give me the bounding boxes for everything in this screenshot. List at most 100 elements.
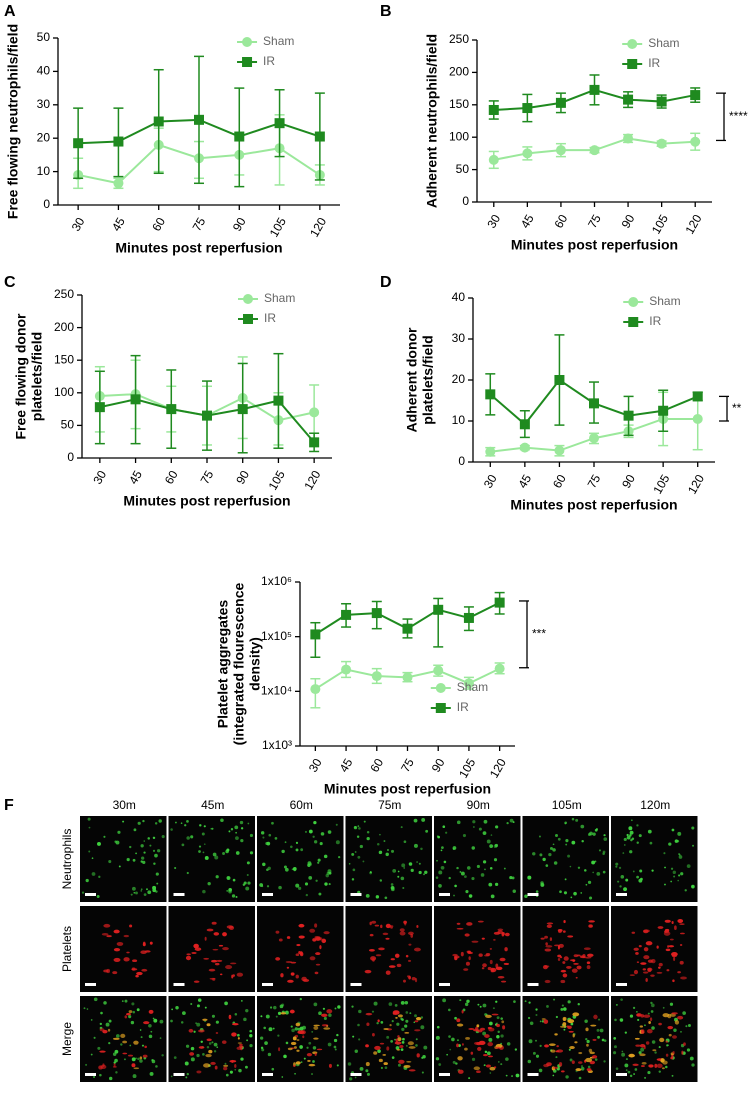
legend-label: IR xyxy=(457,700,469,714)
platelet-dot xyxy=(461,1010,464,1014)
cell-dot xyxy=(557,837,561,841)
cell-dot xyxy=(312,835,315,838)
scale-bar xyxy=(85,893,96,896)
cell-dot xyxy=(418,862,421,865)
marker xyxy=(519,442,530,453)
cell-dot xyxy=(438,870,443,875)
cell-dot xyxy=(225,1073,229,1077)
platelet-dot xyxy=(471,940,479,943)
platelet-dot xyxy=(652,1049,657,1052)
platelet-dot xyxy=(484,954,490,957)
cell-dot xyxy=(629,1074,633,1078)
cell-dot xyxy=(416,861,418,863)
cell-dot xyxy=(654,1051,657,1054)
cell-dot xyxy=(421,1071,424,1074)
cell-dot xyxy=(632,1006,636,1010)
cell-dot xyxy=(193,1030,196,1033)
cell-dot xyxy=(448,876,451,880)
platelet-dot xyxy=(674,1020,680,1025)
cell-dot xyxy=(553,861,558,865)
cell-dot xyxy=(658,1070,661,1073)
cell-dot xyxy=(620,998,623,1001)
cell-dot xyxy=(587,880,592,884)
platelet-dot xyxy=(656,945,659,949)
platelet-dot xyxy=(648,1064,654,1068)
cell-dot xyxy=(365,1069,369,1073)
marker xyxy=(589,433,599,444)
platelet-dot xyxy=(584,956,592,959)
cell-dot xyxy=(235,851,240,855)
platelet-dot xyxy=(149,941,153,945)
y-tick-label: 30 xyxy=(37,97,51,111)
platelet-dot xyxy=(633,969,639,975)
cell-dot xyxy=(532,852,536,856)
platelet-dot xyxy=(206,1023,211,1027)
cell-dot xyxy=(618,866,622,869)
platelet-dot xyxy=(557,945,560,950)
platelet-dot xyxy=(287,1047,293,1051)
platelet-dot xyxy=(368,949,375,952)
platelet-dot xyxy=(487,966,492,971)
cell-dot xyxy=(235,831,237,834)
platelet-dot xyxy=(566,965,572,969)
cell-dot xyxy=(235,836,239,841)
cell-dot xyxy=(454,1016,457,1020)
platelet-dot xyxy=(659,1037,665,1043)
cell-dot xyxy=(311,1073,313,1075)
cell-dot xyxy=(152,836,156,840)
marker xyxy=(153,116,164,127)
y-axis-title: (integrated flourescence xyxy=(231,582,247,745)
platelet-dot xyxy=(293,1046,297,1049)
marker xyxy=(310,684,321,695)
x-tick-label: 75 xyxy=(585,212,604,231)
cell-dot xyxy=(291,868,294,871)
cell-dot xyxy=(214,855,219,860)
cell-dot xyxy=(689,1056,694,1061)
cell-dot xyxy=(464,1002,469,1007)
cell-dot xyxy=(457,1039,459,1042)
cell-dot xyxy=(680,872,684,876)
micrograph xyxy=(168,996,255,1082)
platelet-dot xyxy=(237,1042,243,1044)
marker xyxy=(555,97,566,108)
platelet-dot xyxy=(477,920,484,923)
platelet-dot xyxy=(658,962,663,967)
column-label: 30m xyxy=(113,798,136,812)
platelet-dot xyxy=(148,1009,154,1014)
cell-dot xyxy=(357,1023,360,1027)
y-tick-label: 1x10³ xyxy=(262,738,292,752)
cell-dot xyxy=(456,820,461,825)
cell-dot xyxy=(409,1012,412,1015)
cell-dot xyxy=(629,1014,634,1018)
cell-dot xyxy=(96,895,100,898)
platelet-dot xyxy=(680,976,687,980)
marker xyxy=(402,623,413,634)
cell-dot xyxy=(391,1020,394,1023)
x-tick-label: 60 xyxy=(162,468,181,487)
cell-dot xyxy=(269,1006,273,1009)
cell-dot xyxy=(623,887,628,892)
scale-bar xyxy=(439,1073,450,1076)
cell-dot xyxy=(418,870,422,875)
cell-dot xyxy=(230,828,234,831)
cell-dot xyxy=(211,1041,214,1044)
platelet-dot xyxy=(588,924,593,928)
platelet-dot xyxy=(554,1033,558,1036)
platelet-dot xyxy=(286,936,291,939)
cell-dot xyxy=(626,835,631,840)
platelet-dot xyxy=(280,1012,287,1015)
cell-dot xyxy=(362,860,365,863)
cell-dot xyxy=(561,1004,564,1007)
platelet-dot xyxy=(578,1061,583,1064)
platelet-dot xyxy=(488,1055,493,1058)
cell-dot xyxy=(394,1038,396,1041)
cell-dot xyxy=(246,873,249,876)
cell-dot xyxy=(161,835,165,839)
platelet-dot xyxy=(586,1043,589,1047)
cell-dot xyxy=(603,1060,606,1063)
cell-dot xyxy=(670,880,673,883)
cell-dot xyxy=(366,1072,370,1076)
cell-dot xyxy=(240,1057,244,1061)
cell-dot xyxy=(294,1027,298,1031)
cell-dot xyxy=(672,870,676,874)
